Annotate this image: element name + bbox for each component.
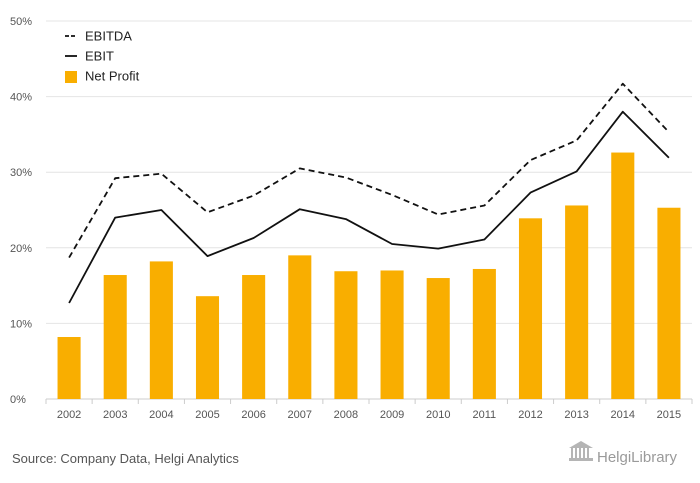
y-tick-label: 30% bbox=[10, 167, 32, 179]
legend-item: Net Profit bbox=[65, 69, 140, 84]
helgi-library-logo: HelgiLibrary bbox=[569, 441, 678, 466]
y-tick-label: 40% bbox=[10, 92, 32, 104]
x-tick-label: 2013 bbox=[564, 409, 588, 421]
y-tick-label: 0% bbox=[10, 394, 26, 406]
logo-text: HelgiLibrary bbox=[597, 449, 678, 466]
x-tick-label: 2003 bbox=[103, 409, 127, 421]
ebit-line bbox=[68, 110, 670, 304]
y-axis-ticks: 0% 10% 20% 30% 40% 50% bbox=[10, 16, 32, 406]
x-tick-label: 2005 bbox=[195, 409, 219, 421]
legend-label: Net Profit bbox=[85, 69, 140, 84]
y-tick-label: 10% bbox=[10, 318, 32, 330]
library-building-icon bbox=[569, 441, 593, 461]
legend-item: EBITDA bbox=[65, 29, 132, 44]
y-tick-label: 50% bbox=[10, 16, 32, 28]
net-profit-bar bbox=[565, 205, 589, 399]
legend: EBITDA EBIT Net Profit bbox=[65, 29, 140, 84]
y-tick-label: 20% bbox=[10, 243, 32, 255]
net-profit-bar bbox=[103, 275, 127, 399]
x-tick-label: 2011 bbox=[473, 409, 497, 421]
x-tick-label: 2012 bbox=[518, 409, 542, 421]
net-profit-bar bbox=[149, 261, 173, 399]
x-tick-label: 2007 bbox=[288, 409, 312, 421]
x-tick-label: 2008 bbox=[334, 409, 358, 421]
legend-swatch bbox=[65, 71, 77, 83]
x-tick-label: 2006 bbox=[241, 409, 265, 421]
net-profit-bar bbox=[380, 270, 404, 399]
legend-label: EBITDA bbox=[85, 29, 132, 44]
line-series bbox=[68, 82, 670, 304]
x-tick-label: 2015 bbox=[657, 409, 681, 421]
net-profit-bar bbox=[426, 278, 450, 399]
net-profit-bars bbox=[57, 152, 681, 399]
net-profit-bar bbox=[195, 296, 220, 399]
legend-label: EBIT bbox=[85, 49, 114, 64]
net-profit-bar bbox=[472, 268, 496, 399]
net-profit-bar bbox=[334, 271, 358, 399]
x-tick-label: 2009 bbox=[380, 409, 404, 421]
net-profit-bar bbox=[657, 207, 681, 399]
x-tick-label: 2010 bbox=[426, 409, 450, 421]
x-tick-label: 2004 bbox=[149, 409, 173, 421]
ebitda-line bbox=[68, 82, 670, 259]
net-profit-bar bbox=[242, 275, 266, 399]
x-axis-ticks: 2002 2003 2004 2005 2006 2007 2008 2009 2010 2011… bbox=[45, 399, 693, 421]
gridlines bbox=[46, 20, 692, 400]
net-profit-bar bbox=[288, 255, 312, 399]
net-profit-bar bbox=[611, 152, 635, 399]
x-tick-label: 2014 bbox=[611, 409, 635, 421]
legend-item: EBIT bbox=[65, 49, 114, 64]
x-tick-label: 2002 bbox=[57, 409, 81, 421]
source-note: Source: Company Data, Helgi Analytics bbox=[12, 451, 239, 466]
net-profit-bar bbox=[57, 337, 81, 399]
net-profit-bar bbox=[518, 218, 543, 399]
